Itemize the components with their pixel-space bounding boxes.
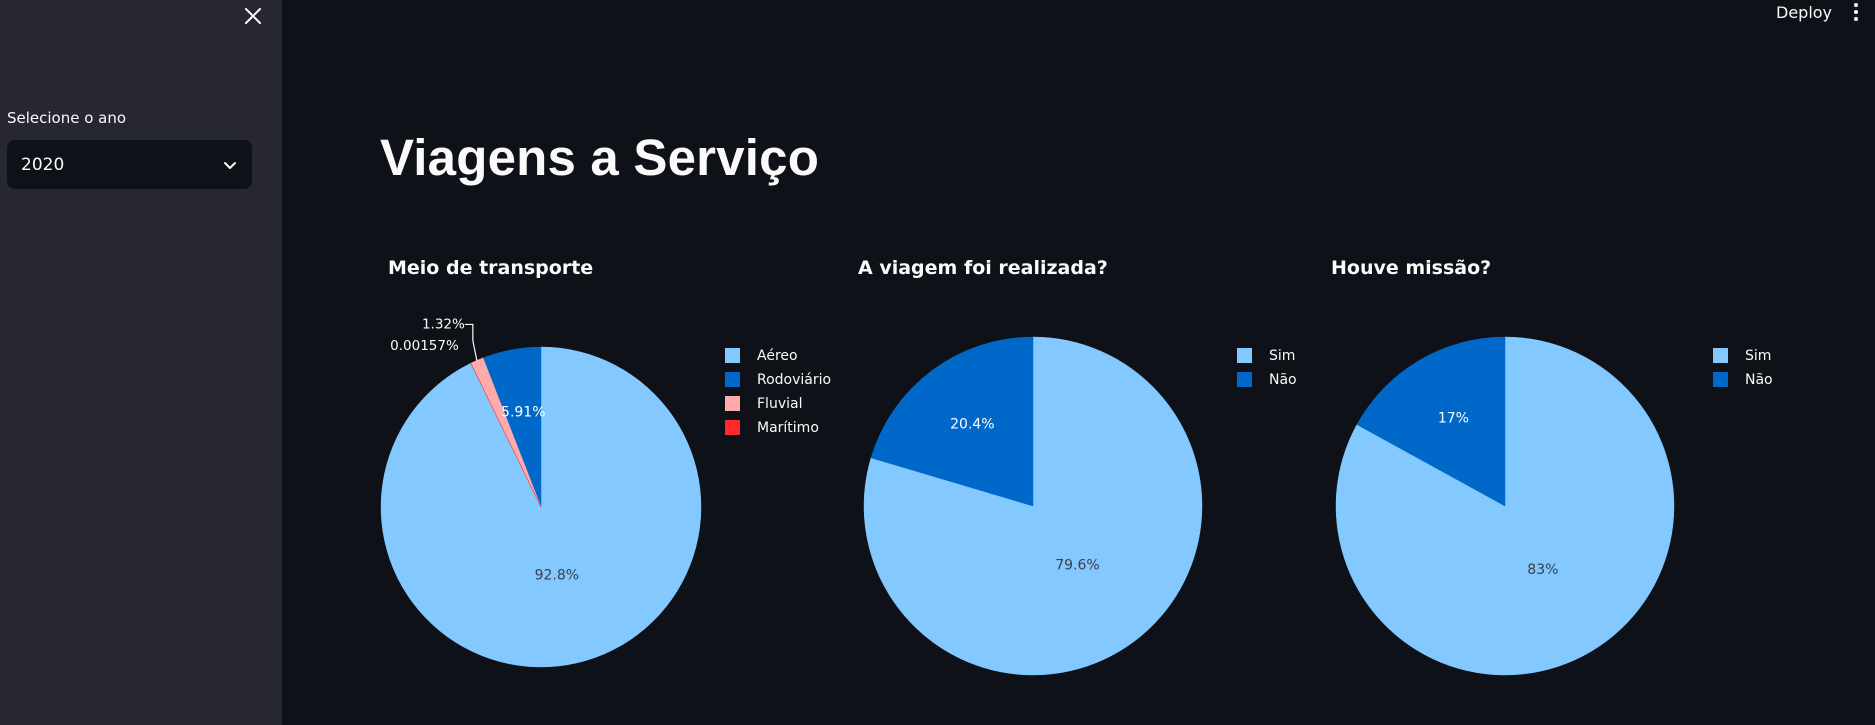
chevron-down-icon	[224, 161, 236, 169]
pie-value-label: 5.91%	[501, 405, 545, 421]
pie-leader-line	[464, 323, 478, 361]
pie-value-label: 17%	[1438, 411, 1469, 427]
pie-chart-missao: 83% 17% Sim Não	[1335, 336, 1773, 676]
chart-title-transport: Meio de transporte	[388, 257, 594, 279]
pie-slice-nao[interactable]	[870, 336, 1034, 507]
year-select-label: Selecione o ano	[7, 109, 127, 127]
chart-title-realizada: A viagem foi realizada?	[858, 257, 1108, 279]
page-title: Viagens a Serviço	[380, 129, 820, 186]
legend-label-fluvial[interactable]: Fluvial	[757, 396, 802, 412]
legend-label-nao[interactable]: Não	[1745, 372, 1773, 388]
chart-title-missao: Houve missão?	[1331, 257, 1492, 279]
pie-value-label: 79.6%	[1055, 558, 1099, 574]
legend-label-rodoviario[interactable]: Rodoviário	[757, 372, 831, 388]
close-sidebar-button[interactable]	[238, 2, 268, 30]
legend-label-sim[interactable]: Sim	[1745, 348, 1771, 364]
legend-swatch-aereo	[725, 348, 740, 363]
deploy-button[interactable]: Deploy	[1776, 3, 1833, 22]
pie-chart-realizada: 79.6% 20.4% Sim Não	[863, 336, 1297, 676]
legend-swatch-maritimo	[725, 420, 740, 435]
pie-slice-nao[interactable]	[1356, 336, 1506, 507]
close-icon	[245, 8, 261, 24]
pie-value-label: 92.8%	[535, 568, 579, 584]
sidebar: Selecione o ano 2020	[0, 0, 282, 725]
pie-slice-maritimo[interactable]	[470, 362, 542, 508]
legend-label-sim[interactable]: Sim	[1269, 348, 1295, 364]
legend-label-nao[interactable]: Não	[1269, 372, 1297, 388]
legend-label-maritimo[interactable]: Marítimo	[757, 420, 819, 436]
legend-swatch-sim	[1713, 348, 1728, 363]
year-select[interactable]: 2020	[7, 140, 252, 189]
main-menu-button[interactable]	[1845, 0, 1867, 24]
legend-swatch-rodoviario	[725, 372, 740, 387]
legend-swatch-nao	[1713, 372, 1728, 387]
legend-label-aereo[interactable]: Aéreo	[757, 348, 798, 364]
year-select-value: 2020	[21, 154, 65, 175]
legend-swatch-sim	[1237, 348, 1252, 363]
pie-value-label: 0.00157%	[390, 338, 459, 354]
pie-value-label: 20.4%	[950, 417, 994, 433]
legend-swatch-nao	[1237, 372, 1252, 387]
legend-swatch-fluvial	[725, 396, 740, 411]
pie-chart-transport: 92.8% 5.91% 1.32% 0.00157% Aéreo Rodoviário Fl…	[380, 316, 831, 668]
pie-slice-sim[interactable]	[1335, 336, 1675, 676]
pie-value-label: 83%	[1527, 562, 1558, 578]
vertical-dots-icon	[1854, 3, 1858, 21]
pie-value-label: 1.32%	[422, 316, 465, 332]
